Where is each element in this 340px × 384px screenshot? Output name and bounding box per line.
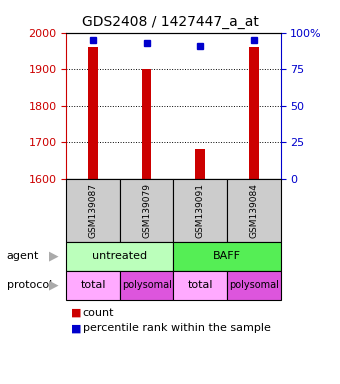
Text: ▶: ▶ [49, 279, 58, 291]
Text: GSM139087: GSM139087 [89, 183, 98, 238]
Text: ■: ■ [71, 323, 82, 333]
Text: protocol: protocol [7, 280, 52, 290]
Text: count: count [83, 308, 114, 318]
Bar [195, 149, 205, 179]
Text: percentile rank within the sample: percentile rank within the sample [83, 323, 271, 333]
Bar [142, 69, 151, 179]
Text: agent: agent [7, 251, 39, 262]
Text: polysomal: polysomal [229, 280, 279, 290]
Bar [88, 47, 98, 179]
Text: GSM139091: GSM139091 [196, 183, 205, 238]
Bar [249, 47, 258, 179]
Text: ▶: ▶ [49, 250, 58, 263]
Text: polysomal: polysomal [122, 280, 172, 290]
Text: untreated: untreated [92, 251, 148, 262]
Text: total: total [187, 280, 213, 290]
Text: GSM139084: GSM139084 [249, 183, 258, 238]
Text: total: total [80, 280, 106, 290]
Text: ■: ■ [71, 308, 82, 318]
Text: BAFF: BAFF [213, 251, 241, 262]
Text: GSM139079: GSM139079 [142, 183, 151, 238]
Text: GDS2408 / 1427447_a_at: GDS2408 / 1427447_a_at [82, 15, 258, 29]
